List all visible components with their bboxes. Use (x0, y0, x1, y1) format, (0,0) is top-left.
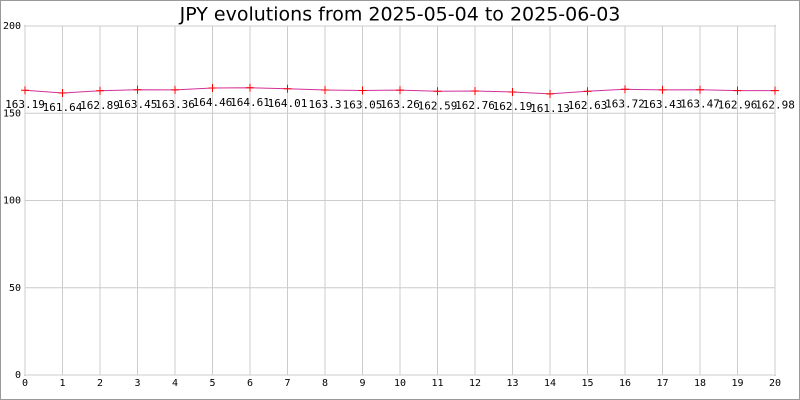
y-tick-label: 50 (9, 283, 21, 294)
x-tick-label: 6 (247, 378, 253, 389)
x-tick-label: 15 (581, 378, 593, 389)
marker (508, 87, 517, 96)
data-label: 164.61 (230, 96, 270, 109)
data-label: 162.89 (80, 99, 120, 112)
y-tick-label: 0 (15, 370, 21, 381)
marker (696, 85, 704, 94)
marker (358, 86, 367, 95)
x-tick-label: 19 (731, 378, 743, 389)
marker (396, 86, 404, 95)
data-label: 163.05 (343, 98, 383, 111)
data-label: 162.76 (455, 99, 495, 112)
x-tick-label: 18 (694, 378, 706, 389)
x-tick-label: 0 (22, 378, 28, 389)
data-label: 161.64 (43, 101, 83, 114)
marker (733, 86, 742, 95)
data-label: 162.98 (755, 99, 795, 112)
y-tick-label: 200 (3, 21, 21, 32)
x-tick-label: 5 (209, 378, 215, 389)
marker (771, 86, 779, 95)
data-label: 164.01 (268, 97, 308, 110)
data-label: 162.63 (568, 99, 608, 112)
data-label: 164.46 (193, 96, 233, 109)
x-tick-label: 9 (359, 378, 365, 389)
data-label: 163.45 (118, 98, 158, 111)
x-tick-label: 4 (172, 378, 178, 389)
data-label: 162.19 (493, 100, 533, 113)
data-label: 162.59 (418, 99, 458, 112)
marker (21, 86, 29, 95)
data-label: 163.47 (680, 98, 720, 111)
x-tick-label: 2 (97, 378, 103, 389)
marker (658, 85, 667, 94)
y-tick-label: 100 (3, 196, 21, 207)
data-label: 162.96 (718, 99, 758, 112)
x-tick-label: 1 (59, 378, 65, 389)
data-label: 161.13 (530, 102, 570, 115)
marker (246, 83, 254, 92)
data-label: 163.72 (605, 97, 645, 110)
y-tick-label: 150 (3, 108, 21, 119)
marker (96, 86, 104, 95)
x-tick-label: 11 (431, 378, 443, 389)
data-label: 163.3 (308, 98, 341, 111)
x-tick-label: 16 (619, 378, 631, 389)
marker (58, 88, 67, 97)
data-label: 163.26 (380, 98, 420, 111)
data-label: 163.43 (643, 98, 683, 111)
x-tick-label: 8 (322, 378, 328, 389)
x-tick-label: 17 (656, 378, 668, 389)
x-tick-label: 10 (394, 378, 406, 389)
x-tick-label: 3 (134, 378, 140, 389)
x-tick-label: 13 (506, 378, 518, 389)
marker (283, 84, 292, 93)
marker (208, 84, 217, 93)
x-tick-label: 20 (769, 378, 781, 389)
marker (171, 85, 179, 94)
x-tick-label: 14 (544, 378, 556, 389)
data-label: 163.36 (155, 98, 195, 111)
marker (433, 87, 442, 96)
x-tick-label: 7 (284, 378, 290, 389)
marker (321, 86, 329, 95)
marker (133, 85, 142, 94)
chart-title: JPY evolutions from 2025-05-04 to 2025-0… (179, 4, 621, 26)
marker (471, 86, 479, 95)
x-tick-label: 12 (469, 378, 481, 389)
data-label: 163.19 (5, 98, 45, 111)
marker (546, 89, 554, 98)
marker (583, 87, 592, 96)
marker (621, 85, 629, 94)
